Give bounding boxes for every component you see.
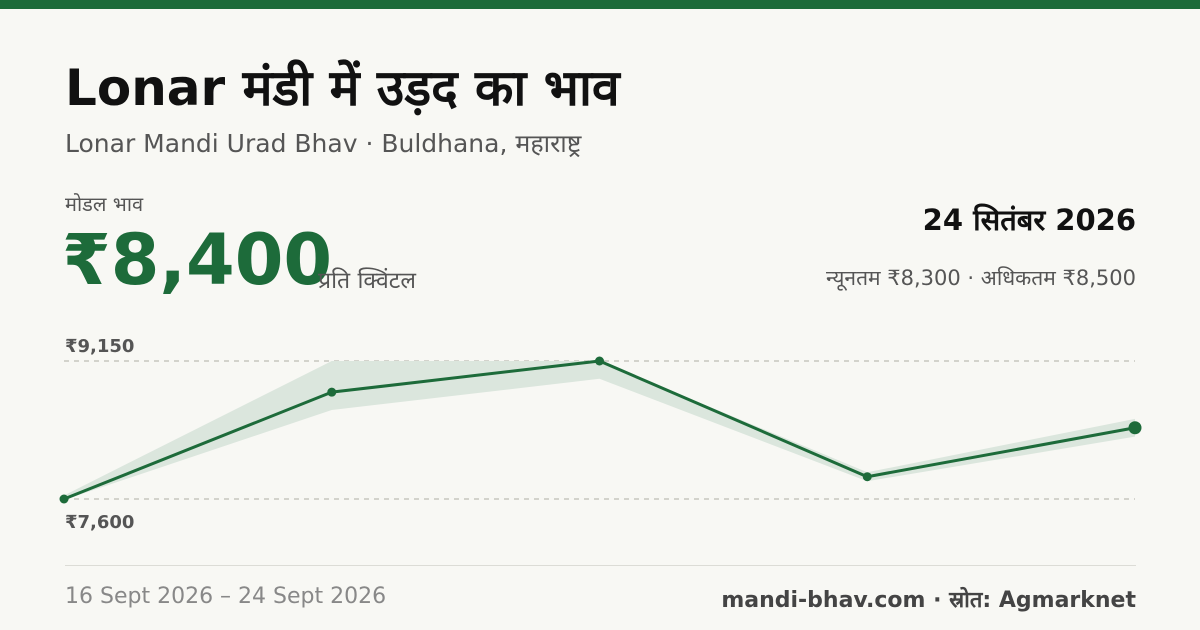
- top-accent-bar: [0, 0, 1200, 9]
- price-point: [595, 356, 604, 366]
- price-point: [862, 472, 872, 482]
- date-range: 16 Sept 2026 – 24 Sept 2026: [65, 584, 387, 609]
- latest-price-point: [1128, 421, 1142, 435]
- price-point: [327, 387, 337, 397]
- modal-price-label: मोडल भाव: [65, 192, 144, 216]
- price-trend-chart: ₹9,150 ₹7,600: [59, 336, 1142, 533]
- footer-divider: [65, 565, 1136, 566]
- price-date: 24 सितंबर 2026: [922, 203, 1136, 237]
- price-range-band: [64, 361, 1135, 500]
- price-point: [59, 494, 69, 504]
- y-tick-label-min: ₹7,600: [65, 512, 134, 533]
- page-title: Lonar मंडी में उड़द का भाव: [65, 59, 620, 117]
- min-max-price: न्यूनतम ₹8,300 · अधिकतम ₹8,500: [826, 266, 1136, 290]
- source-credit: mandi-bhav.com · स्रोत: Agmarknet: [721, 588, 1136, 613]
- price-unit: प्रति क्विंटल: [318, 268, 416, 294]
- modal-price-value: ₹8,400: [62, 219, 333, 301]
- page-subtitle: Lonar Mandi Urad Bhav · Buldhana, महाराष…: [65, 129, 582, 158]
- y-tick-label-max: ₹9,150: [65, 336, 134, 357]
